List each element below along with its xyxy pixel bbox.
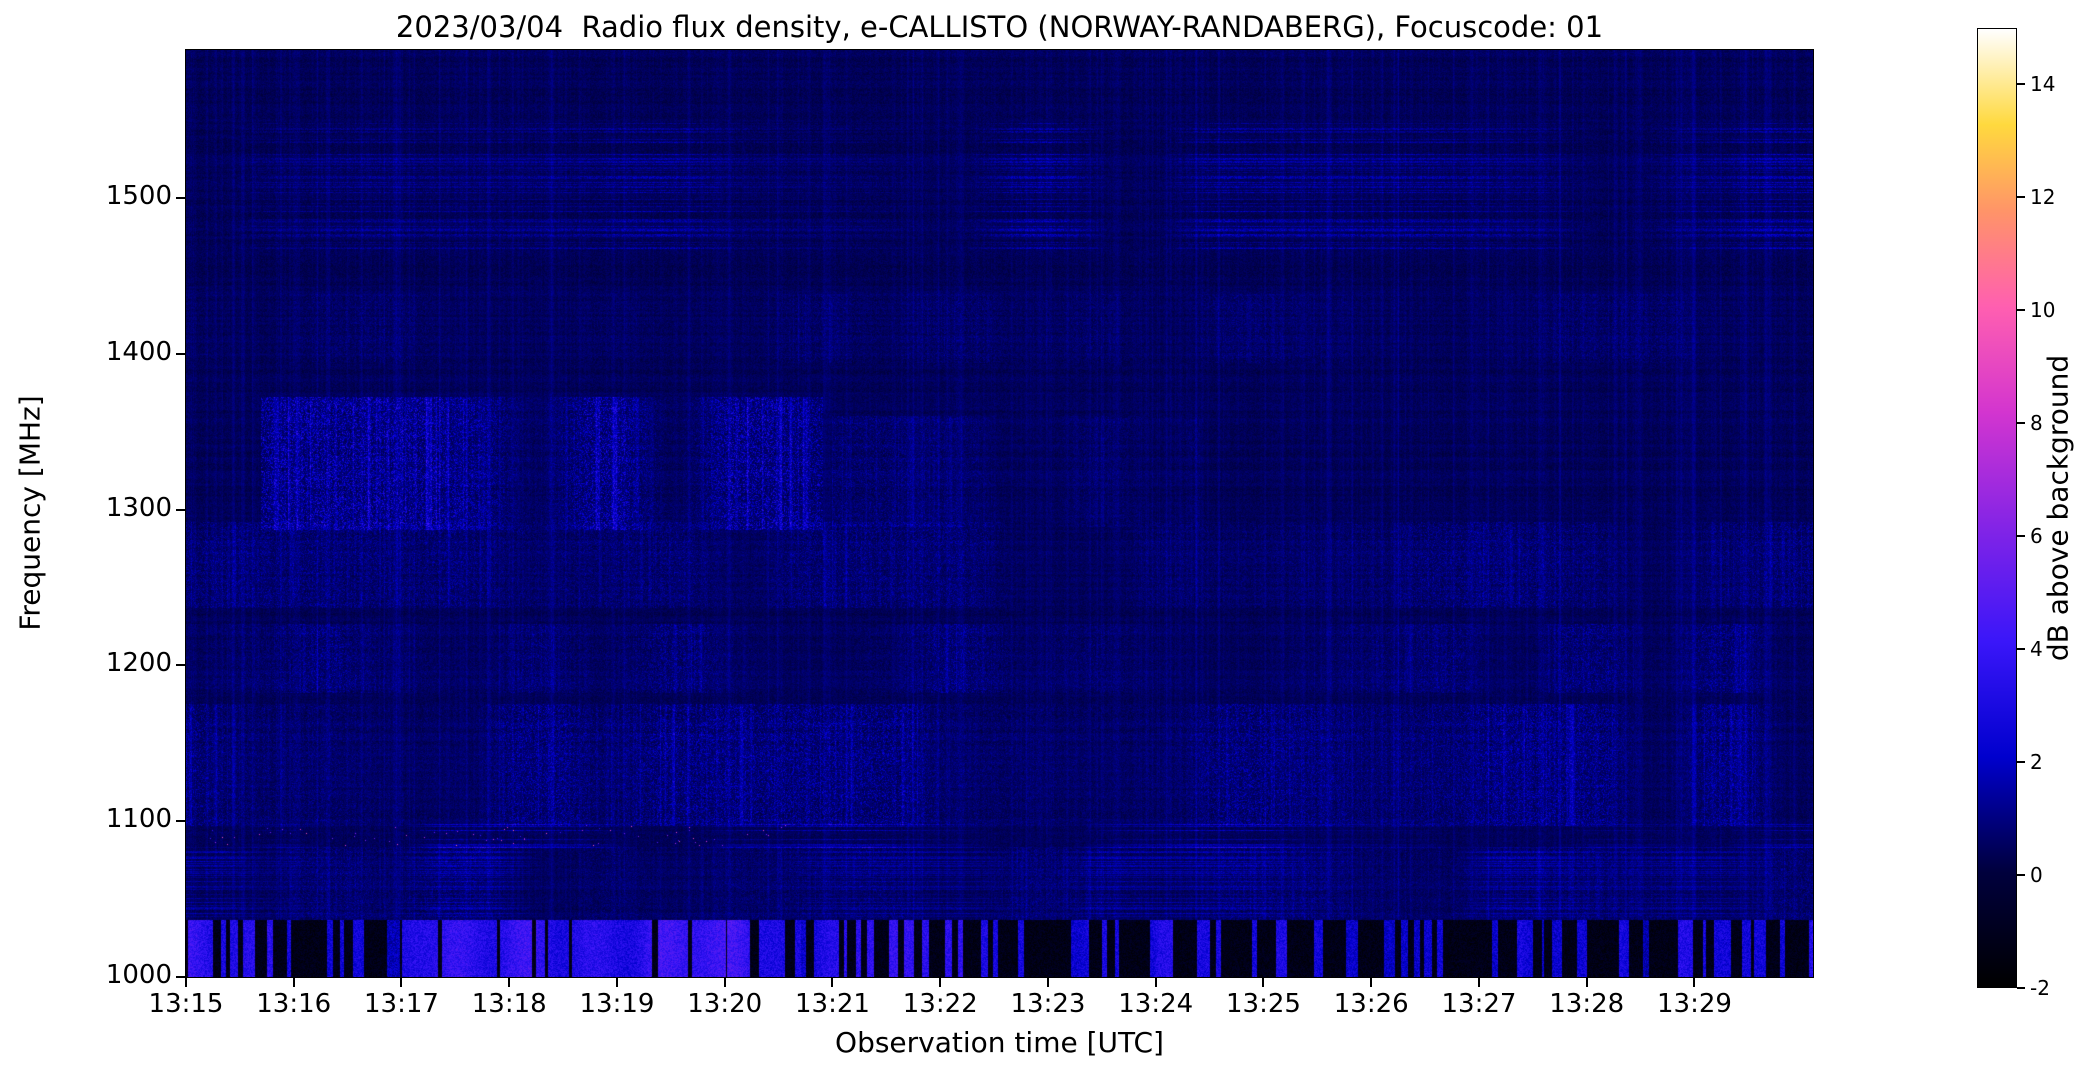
x-tick-label: 13:28 — [1549, 989, 1625, 1019]
y-tick-mark — [176, 976, 186, 978]
x-tick-mark — [615, 977, 618, 987]
x-tick-mark — [185, 977, 187, 987]
y-tick-mark — [176, 352, 186, 355]
x-tick-mark — [1154, 977, 1157, 987]
x-tick-label: 13:19 — [579, 989, 655, 1019]
x-tick-label: 13:17 — [364, 989, 439, 1019]
y-tick-label: 1100 — [105, 804, 172, 835]
x-tick-label: 13:27 — [1441, 989, 1517, 1019]
y-tick-mark — [176, 664, 186, 667]
x-tick-label: 13:21 — [795, 989, 870, 1019]
colorbar-tick-label: 12 — [2030, 185, 2056, 210]
colorbar-tick-mark — [2017, 535, 2025, 538]
colorbar-tick-mark — [2017, 761, 2025, 764]
spectrogram-heatmap — [186, 50, 1813, 977]
x-tick-label: 13:29 — [1657, 989, 1732, 1019]
y-tick-label: 1500 — [105, 181, 172, 211]
y-tick-label: 1300 — [105, 492, 172, 523]
colorbar-tick-mark — [2017, 83, 2025, 86]
y-tick-mark — [176, 508, 186, 511]
colorbar — [1977, 28, 2017, 988]
colorbar-tick-mark — [2017, 874, 2025, 877]
x-tick-mark — [292, 977, 295, 987]
x-axis-label: Observation time [UTC] — [835, 1026, 1164, 1059]
colorbar-tick-mark — [2017, 987, 2025, 989]
x-tick-label: 13:20 — [687, 989, 763, 1019]
colorbar-tick-label: 8 — [2030, 411, 2043, 436]
x-tick-mark — [1262, 977, 1265, 987]
x-tick-mark — [508, 977, 511, 987]
colorbar-tick-label: 6 — [2030, 524, 2043, 549]
x-tick-label: 13:16 — [256, 989, 332, 1019]
x-tick-mark — [1585, 977, 1588, 987]
colorbar-gradient — [1978, 29, 2016, 987]
y-axis-label: Frequency [MHz] — [13, 395, 47, 631]
x-tick-label: 13:18 — [471, 989, 547, 1019]
colorbar-tick-label: 0 — [2030, 863, 2043, 888]
y-tick-mark — [176, 820, 186, 823]
x-tick-label: 13:26 — [1333, 989, 1409, 1019]
x-tick-mark — [1370, 977, 1373, 987]
x-tick-mark — [1477, 977, 1480, 987]
y-tick-label: 1200 — [105, 648, 172, 679]
x-tick-mark — [1693, 977, 1696, 987]
y-tick-label: 1000 — [105, 960, 172, 990]
colorbar-tick-label: 14 — [2030, 72, 2056, 97]
colorbar-tick-mark — [2017, 196, 2025, 199]
x-tick-mark — [723, 977, 726, 987]
x-tick-label: 13:25 — [1226, 989, 1301, 1019]
y-tick-mark — [176, 197, 186, 199]
x-tick-label: 13:24 — [1118, 989, 1194, 1019]
colorbar-tick-label: 10 — [2030, 298, 2056, 323]
colorbar-label: dB above background — [2041, 354, 2075, 662]
plot-area — [185, 49, 1814, 978]
x-tick-label: 13:22 — [902, 989, 978, 1019]
x-tick-label: 13:15 — [148, 989, 224, 1019]
y-tick-label: 1400 — [105, 336, 172, 367]
x-tick-mark — [831, 977, 834, 987]
colorbar-tick-label: 2 — [2030, 750, 2043, 775]
x-tick-mark — [1046, 977, 1049, 987]
x-tick-label: 13:23 — [1010, 989, 1086, 1019]
colorbar-tick-mark — [2017, 309, 2025, 312]
colorbar-tick-label: -2 — [2030, 976, 2050, 1000]
x-tick-mark — [400, 977, 403, 987]
x-tick-mark — [939, 977, 942, 987]
colorbar-tick-mark — [2017, 422, 2025, 425]
colorbar-tick-label: 4 — [2030, 637, 2043, 662]
colorbar-tick-mark — [2017, 648, 2025, 651]
chart-title: 2023/03/04 Radio flux density, e-CALLIST… — [395, 10, 1604, 44]
